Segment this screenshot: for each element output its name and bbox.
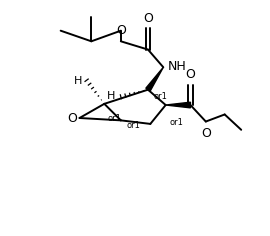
Text: O: O: [201, 127, 211, 140]
Polygon shape: [166, 102, 190, 108]
Text: NH: NH: [168, 60, 187, 73]
Text: H: H: [107, 91, 116, 101]
Text: or1: or1: [169, 118, 183, 127]
Text: O: O: [185, 68, 195, 81]
Text: O: O: [116, 24, 126, 37]
Text: or1: or1: [154, 92, 168, 101]
Text: O: O: [67, 111, 77, 125]
Text: or1: or1: [108, 114, 122, 123]
Polygon shape: [146, 67, 163, 91]
Text: H: H: [73, 76, 82, 86]
Text: O: O: [143, 12, 153, 25]
Text: or1: or1: [127, 121, 141, 130]
